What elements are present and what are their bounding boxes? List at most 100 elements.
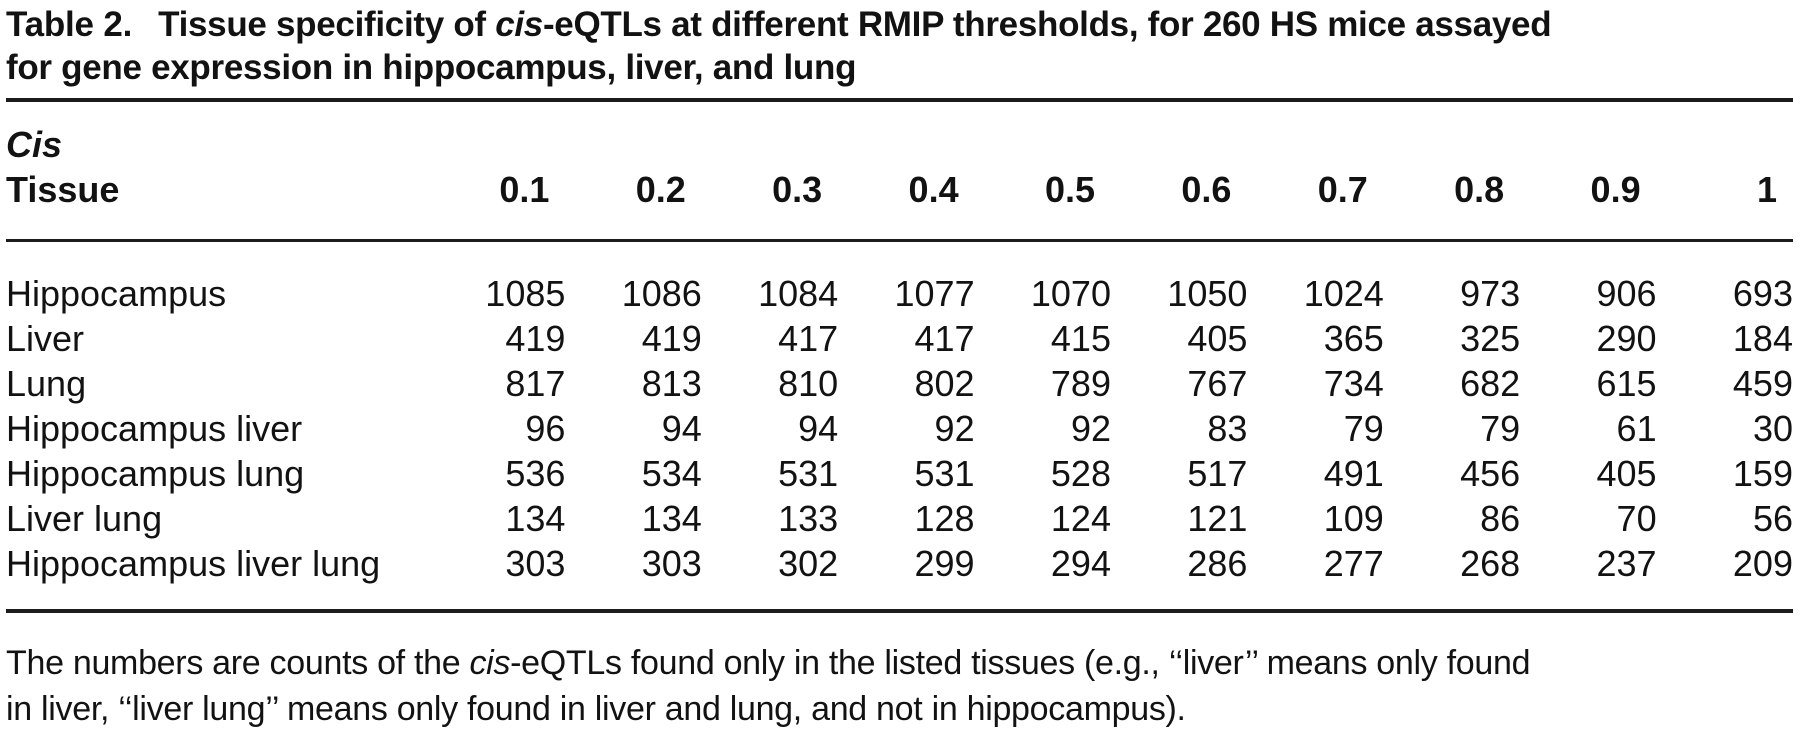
count-cell: 128: [914, 498, 975, 539]
count-cell: 134: [505, 498, 566, 539]
count-cell: 536: [505, 453, 566, 494]
count-cell: 1085: [485, 273, 566, 314]
count-cell: 813: [641, 363, 702, 404]
footnote-line-2: in liver, ‘‘liver lung’’ means only foun…: [6, 690, 1186, 728]
column-header-threshold: 0.2: [635, 169, 686, 210]
count-cell: 1050: [1167, 273, 1248, 314]
count-cell: 134: [641, 498, 702, 539]
count-cell: 92: [1070, 408, 1111, 449]
count-cell: 83: [1207, 408, 1248, 449]
count-cell: 1086: [621, 273, 702, 314]
title-line-2: for gene expression in hippocampus, live…: [6, 48, 857, 87]
count-cell: 159: [1732, 453, 1793, 494]
table-row: Hippocampus liver lung 303 303 302 299 294 286…: [6, 541, 1793, 586]
column-header-threshold: 0.4: [908, 169, 959, 210]
count-cell: 299: [914, 543, 975, 584]
header-corner-cell: Cis Tissue: [6, 122, 429, 212]
title-text-before-italic: Tissue specificity of: [158, 5, 496, 44]
count-cell: 237: [1596, 543, 1657, 584]
footnote-text-before-italic: The numbers are counts of the: [6, 644, 470, 682]
count-cell: 802: [914, 363, 975, 404]
header-label-tissue: Tissue: [6, 169, 120, 210]
column-header-threshold: 1: [1756, 169, 1777, 210]
count-cell: 1084: [758, 273, 839, 314]
footnote-text-after-italic: -eQTLs found only in the listed tissues …: [510, 644, 1531, 682]
table-header-row: Cis Tissue 0.1 0.2 0.3 0.4 0.5 0.6 0.7 0.8 0.9 1: [6, 122, 1793, 212]
count-cell: 1024: [1303, 273, 1384, 314]
count-cell: 277: [1323, 543, 1384, 584]
count-cell: 615: [1596, 363, 1657, 404]
count-cell: 415: [1050, 318, 1111, 359]
table-title: Table 2. Tissue specificity of cis-eQTLs …: [6, 3, 1793, 89]
count-cell: 96: [525, 408, 566, 449]
count-cell: 491: [1323, 453, 1384, 494]
count-cell: 124: [1050, 498, 1111, 539]
count-cell: 325: [1460, 318, 1521, 359]
count-cell: 973: [1460, 273, 1521, 314]
count-cell: 459: [1732, 363, 1793, 404]
count-cell: 682: [1460, 363, 1521, 404]
count-cell: 61: [1616, 408, 1657, 449]
count-cell: 133: [778, 498, 839, 539]
title-text-after-italic: -eQTLs at different RMIP thresholds, for…: [542, 5, 1552, 44]
count-cell: 417: [914, 318, 975, 359]
count-cell: 734: [1323, 363, 1384, 404]
column-header-threshold: 0.3: [772, 169, 823, 210]
count-cell: 79: [1343, 408, 1384, 449]
column-header-threshold: 0.9: [1590, 169, 1641, 210]
count-cell: 531: [778, 453, 839, 494]
column-header-threshold: 0.6: [1181, 169, 1232, 210]
count-cell: 419: [505, 318, 566, 359]
count-cell: 294: [1050, 543, 1111, 584]
title-rule: [6, 98, 1793, 102]
count-cell: 817: [505, 363, 566, 404]
count-cell: 810: [778, 363, 839, 404]
column-header-threshold: 0.7: [1317, 169, 1368, 210]
count-cell: 405: [1596, 453, 1657, 494]
count-cell: 92: [934, 408, 975, 449]
footnote-line-1: The numbers are counts of the cis-eQTLs …: [6, 640, 1793, 686]
row-label-tissue: Hippocampus liver: [6, 408, 303, 449]
count-cell: 534: [641, 453, 702, 494]
count-cell: 56: [1752, 498, 1793, 539]
title-line-1: Table 2. Tissue specificity of cis-eQTLs …: [6, 3, 1793, 46]
count-cell: 1077: [894, 273, 975, 314]
column-header-threshold: 0.5: [1044, 169, 1095, 210]
count-cell: 528: [1050, 453, 1111, 494]
table-row: Liver lung 134 134 133 128 124 121 109 86 70 56: [6, 496, 1793, 541]
count-cell: 121: [1187, 498, 1248, 539]
count-cell: 417: [778, 318, 839, 359]
count-cell: 303: [505, 543, 566, 584]
table-row: Hippocampus liver 96 94 94 92 92 83 79 79 61 30: [6, 406, 1793, 451]
count-cell: 268: [1460, 543, 1521, 584]
count-cell: 517: [1187, 453, 1248, 494]
row-label-tissue: Hippocampus lung: [6, 453, 305, 494]
count-cell: 405: [1187, 318, 1248, 359]
footer-rule: [6, 609, 1793, 613]
column-header-threshold: 0.1: [499, 169, 550, 210]
row-label-tissue: Lung: [6, 363, 87, 404]
count-cell: 290: [1596, 318, 1657, 359]
count-cell: 303: [641, 543, 702, 584]
header-group-cis: Cis: [6, 124, 63, 165]
table-footnote: The numbers are counts of the cis-eQTLs …: [6, 640, 1793, 732]
count-cell: 906: [1596, 273, 1657, 314]
row-label-tissue: Hippocampus: [6, 273, 227, 314]
table-row: Hippocampus 1085 1086 1084 1077 1070 1050 1024 9…: [6, 271, 1793, 316]
column-header-threshold: 0.8: [1454, 169, 1505, 210]
count-cell: 456: [1460, 453, 1521, 494]
title-italic-cis: cis: [495, 5, 543, 44]
count-cell: 86: [1480, 498, 1521, 539]
footnote-italic-cis: cis: [469, 644, 511, 682]
count-cell: 94: [661, 408, 702, 449]
count-cell: 789: [1050, 363, 1111, 404]
table-row: Liver 419 419 417 417 415 405 365 325 290 184: [6, 316, 1793, 361]
table-body: Hippocampus 1085 1086 1084 1077 1070 1050 1024 9…: [6, 271, 1793, 586]
row-label-tissue: Liver lung: [6, 498, 163, 539]
count-cell: 30: [1752, 408, 1793, 449]
count-cell: 109: [1323, 498, 1384, 539]
count-cell: 767: [1187, 363, 1248, 404]
count-cell: 79: [1480, 408, 1521, 449]
count-cell: 531: [914, 453, 975, 494]
